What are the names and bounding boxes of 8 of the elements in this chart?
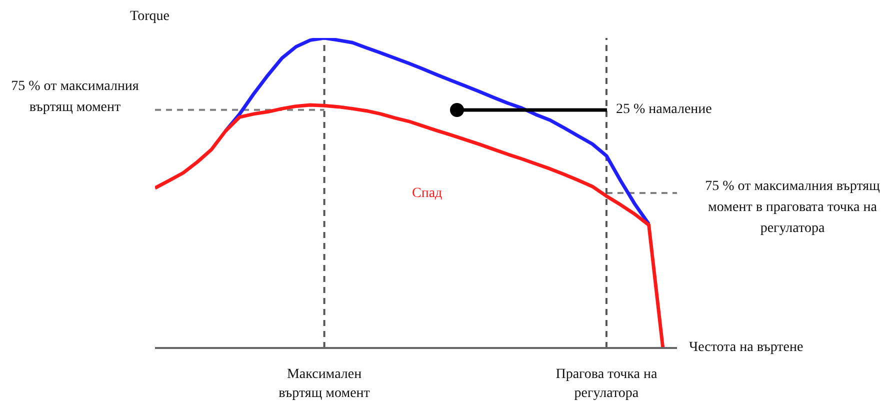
x-tick-label: Максимален въртящ момент [278, 367, 370, 401]
annotation: Спад [412, 185, 442, 203]
ref-line-label: 75 % от максималния въртящ момент [10, 78, 140, 117]
annotation: 25 % намаление [616, 101, 712, 119]
ref-line-label: 75 % от максималния въртящ момент в праговата точка на регулатора [704, 178, 881, 238]
x-axis-title: Честота на въртене [689, 339, 804, 357]
y-axis-title: Torque [130, 8, 170, 26]
x-tick-label: Прагова точка на регулатора [556, 367, 658, 401]
